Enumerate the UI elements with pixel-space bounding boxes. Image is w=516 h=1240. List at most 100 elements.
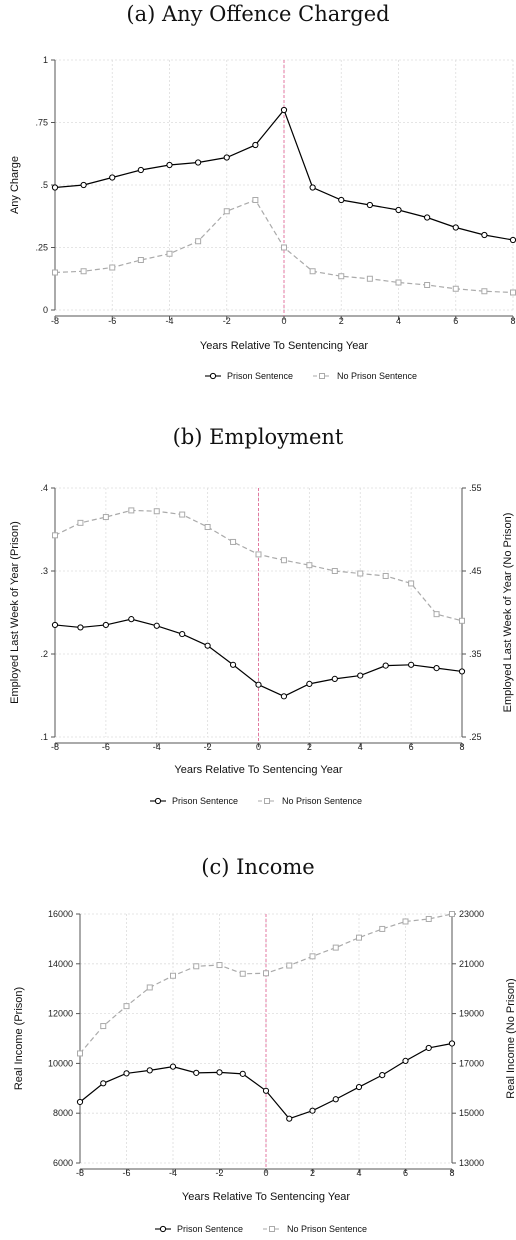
no-prison-data-point bbox=[338, 273, 345, 280]
prison-data-point bbox=[169, 1063, 177, 1070]
x-tick-label: -6 bbox=[102, 742, 110, 752]
chart-title: (b) Employment bbox=[172, 425, 344, 449]
prison-data-point bbox=[355, 1083, 363, 1091]
prison-data-point bbox=[102, 621, 109, 629]
no-prison-data-point bbox=[216, 962, 223, 969]
no-prison-data-point bbox=[424, 282, 431, 288]
no-prison-data-point bbox=[357, 570, 364, 577]
prison-data-point bbox=[137, 166, 144, 174]
no-prison-data-point bbox=[170, 972, 176, 979]
y-tick-label: 16000 bbox=[48, 909, 73, 919]
employment-chart: -8 -6 -4 -2 0 2 4 6 8 .1 .2 .3 .4 .25 .35 .45 .55 Years R… bbox=[9, 483, 514, 806]
no-prison-data-point bbox=[230, 538, 237, 545]
legend-prison-label: Prison Sentence bbox=[177, 1224, 243, 1234]
no-prison-data-point bbox=[102, 514, 109, 521]
no-prison-data-point bbox=[452, 285, 459, 292]
y-right-axis-label: Employed Last Week of Year (No Prison) bbox=[502, 513, 514, 713]
prison-data-point bbox=[280, 106, 288, 114]
no-prison-data-point bbox=[395, 279, 402, 286]
no-prison-data-point bbox=[52, 532, 58, 539]
prison-data-point bbox=[216, 1069, 223, 1076]
x-tick-label: -2 bbox=[204, 742, 212, 752]
legend-prison-label: Prison Sentence bbox=[172, 796, 238, 806]
prison-data-point bbox=[338, 196, 345, 204]
prison-data-point bbox=[424, 214, 431, 221]
no-prison-data-point bbox=[252, 197, 259, 203]
prison-data-point bbox=[366, 201, 373, 209]
no-prison-data-point bbox=[263, 970, 269, 977]
no-prison-data-point bbox=[356, 934, 362, 941]
x-tick-label: 6 bbox=[403, 1168, 408, 1178]
no-prison-data-point bbox=[382, 572, 389, 579]
no-prison-data-point bbox=[128, 507, 135, 514]
no-prison-data-point bbox=[306, 562, 313, 569]
legend-no-prison-marker bbox=[269, 1226, 275, 1232]
y-right-tick-label: 19000 bbox=[459, 1009, 484, 1019]
y-tick-label: 10000 bbox=[48, 1058, 73, 1068]
prison-data-point bbox=[408, 661, 415, 668]
prison-data-point bbox=[309, 184, 316, 191]
y-right-tick-label: 21000 bbox=[459, 959, 484, 969]
no-prison-data-point bbox=[146, 984, 153, 991]
no-prison-data-point bbox=[425, 915, 432, 922]
x-tick-label: -4 bbox=[169, 1168, 177, 1178]
y-tick-label: 14000 bbox=[48, 959, 73, 969]
y-right-tick-label: .35 bbox=[469, 649, 482, 659]
x-tick-label: -4 bbox=[153, 742, 161, 752]
x-tick-label: 2 bbox=[339, 316, 344, 326]
no-prison-data-point bbox=[309, 268, 316, 275]
y-tick-label: .25 bbox=[35, 243, 48, 253]
legend-prison-label: Prison Sentence bbox=[227, 371, 293, 381]
legend-prison-marker bbox=[154, 797, 162, 805]
no-prison-data-point bbox=[280, 557, 287, 564]
no-prison-data-point bbox=[109, 264, 116, 271]
prison-data-point bbox=[402, 1057, 409, 1065]
y-right-tick-label: .45 bbox=[469, 566, 482, 576]
prison-data-point bbox=[357, 672, 364, 679]
y-axis-label: Employed Last Week of Year (Prison) bbox=[9, 521, 21, 704]
legend-no-prison-label: No Prison Sentence bbox=[287, 1224, 367, 1234]
x-tick-label: 4 bbox=[358, 742, 363, 752]
prison-data-point bbox=[195, 159, 202, 166]
no-prison-data-point bbox=[223, 208, 230, 215]
no-prison-data-point bbox=[408, 580, 415, 587]
prison-data-point bbox=[286, 1115, 293, 1122]
prison-data-point bbox=[306, 680, 313, 687]
y-tick-label: 8000 bbox=[53, 1108, 73, 1118]
no-prison-data-point bbox=[366, 275, 373, 282]
prison-data-point bbox=[77, 624, 84, 631]
x-axis-label: Years Relative To Sentencing Year bbox=[174, 764, 343, 776]
y-tick-label: .75 bbox=[35, 118, 48, 128]
y-tick-label: .2 bbox=[40, 649, 48, 659]
no-prison-data-point bbox=[80, 268, 87, 275]
prison-data-point bbox=[425, 1044, 432, 1052]
prison-data-point bbox=[448, 1040, 456, 1047]
prison-data-point bbox=[262, 1087, 270, 1094]
prison-data-point bbox=[109, 174, 116, 181]
y-tick-label: .1 bbox=[40, 732, 48, 742]
x-tick-label: 4 bbox=[396, 316, 401, 326]
prison-data-point bbox=[179, 630, 186, 638]
legend-no-prison-label: No Prison Sentence bbox=[337, 371, 417, 381]
prison-data-point bbox=[80, 181, 87, 189]
prison-data-point bbox=[204, 642, 211, 649]
x-tick-label: -8 bbox=[51, 742, 59, 752]
prison-data-point bbox=[458, 668, 466, 675]
x-tick-label: -2 bbox=[223, 316, 231, 326]
prison-data-point bbox=[395, 206, 402, 214]
x-tick-label: 0 bbox=[263, 1168, 268, 1178]
no-prison-data-point bbox=[255, 551, 262, 558]
legend-no-prison-label: No Prison Sentence bbox=[282, 796, 362, 806]
y-right-tick-label: 13000 bbox=[459, 1158, 484, 1168]
y-axis-label: Any Charge bbox=[9, 156, 21, 214]
prison-data-point bbox=[123, 1070, 130, 1077]
prison-data-point bbox=[452, 224, 459, 231]
x-tick-label: 4 bbox=[356, 1168, 361, 1178]
y-right-tick-label: .25 bbox=[469, 732, 482, 742]
prison-data-point bbox=[128, 616, 135, 623]
no-prison-data-point bbox=[100, 1023, 107, 1030]
x-axis-label: Years Relative To Sentencing Year bbox=[200, 340, 369, 352]
x-tick-label: -4 bbox=[165, 316, 173, 326]
no-prison-data-point bbox=[166, 250, 173, 257]
no-prison-data-point bbox=[286, 962, 293, 969]
